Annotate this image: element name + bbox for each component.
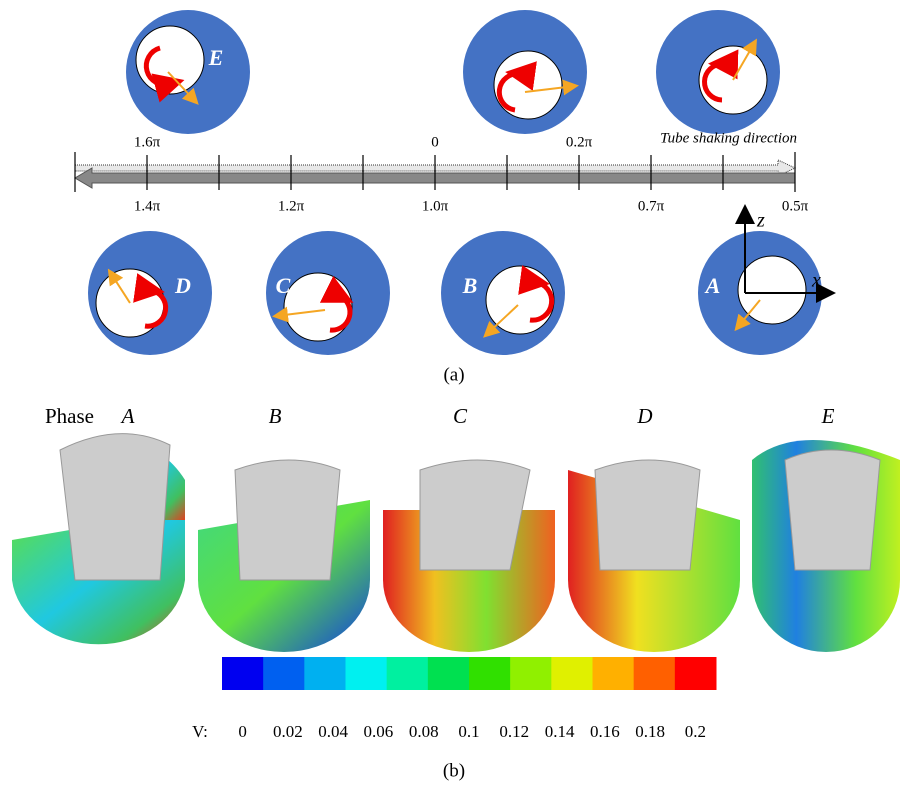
- phase-title: Phase: [45, 404, 94, 428]
- circle: [463, 10, 587, 134]
- colorbar-tick-label: 0.14: [545, 722, 575, 741]
- phase-label: 1.2π: [278, 198, 305, 214]
- phase-name: B: [269, 404, 282, 428]
- circle-label: E: [208, 45, 224, 70]
- caption: (b): [443, 760, 465, 781]
- circle: [656, 10, 780, 134]
- color-swatch: [469, 657, 511, 690]
- color-swatch: [387, 657, 429, 690]
- color-swatch: [428, 657, 470, 690]
- colorbar-tick-label: 0.18: [635, 722, 665, 741]
- phase-label: 1.0π: [422, 198, 449, 214]
- phase-name: C: [453, 404, 468, 428]
- colorbar-label: V:: [192, 722, 208, 741]
- colorbar-tick-label: 0: [238, 722, 247, 741]
- direction-label: Tube shaking direction: [660, 130, 797, 146]
- color-swatch: [222, 657, 264, 690]
- circle-label: C: [276, 273, 291, 298]
- circle-e: E: [126, 10, 250, 134]
- colorbar-tick-label: 0.16: [590, 722, 620, 741]
- phase-label: 0.5π: [782, 198, 809, 214]
- color-swatch: [263, 657, 305, 690]
- colorbar-tick-label: 0.1: [458, 722, 479, 741]
- phase-name: E: [821, 404, 835, 428]
- circle-label: A: [704, 273, 721, 298]
- phase-label: 0: [431, 134, 439, 150]
- circle-a: A z x: [698, 208, 832, 355]
- phase-label: 0.7π: [638, 198, 665, 214]
- color-swatch: [551, 657, 593, 690]
- phase-name: D: [636, 404, 652, 428]
- simulation-images: [12, 434, 900, 652]
- circle-b: B: [441, 231, 565, 355]
- color-swatch: [510, 657, 552, 690]
- colorbar-tick-label: 0.12: [499, 722, 529, 741]
- colorbar-tick-label: 0.2: [685, 722, 706, 741]
- colorbar-tick-label: 0.02: [273, 722, 303, 741]
- phase-label: 1.6π: [134, 134, 161, 150]
- color-swatch: [634, 657, 676, 690]
- circle-c: C: [266, 231, 390, 355]
- phase-label: 0.2π: [566, 134, 593, 150]
- figure: E 1.6π 0 0.2π Tube shaking direction 1.4…: [0, 0, 909, 788]
- axis-label: z: [756, 210, 765, 232]
- colorbar-tick-label: 0.08: [409, 722, 439, 741]
- circle-label: D: [174, 273, 191, 298]
- phase-label: 1.4π: [134, 198, 161, 214]
- caption: (a): [443, 364, 464, 385]
- color-swatch: [304, 657, 346, 690]
- axis-label: x: [811, 270, 821, 292]
- colorbar-tick-label: 0.04: [318, 722, 348, 741]
- color-swatch: [675, 657, 717, 690]
- color-swatch: [346, 657, 388, 690]
- timeline: 1.6π 0 0.2π Tube shaking direction 1.4π …: [75, 130, 809, 214]
- phase-name: A: [120, 404, 135, 428]
- circle-d: D: [88, 231, 212, 355]
- colorbar: 0 0.02 0.04 0.06 0.08 0.1 0.12 0.14 0.16 0.18 0.2: [222, 657, 717, 741]
- colorbar-tick-label: 0.06: [364, 722, 394, 741]
- color-swatch: [593, 657, 635, 690]
- circle-label: B: [462, 273, 478, 298]
